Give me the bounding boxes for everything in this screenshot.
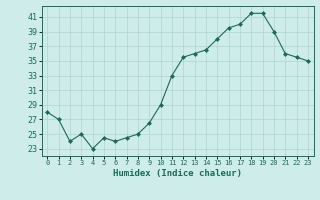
X-axis label: Humidex (Indice chaleur): Humidex (Indice chaleur)	[113, 169, 242, 178]
